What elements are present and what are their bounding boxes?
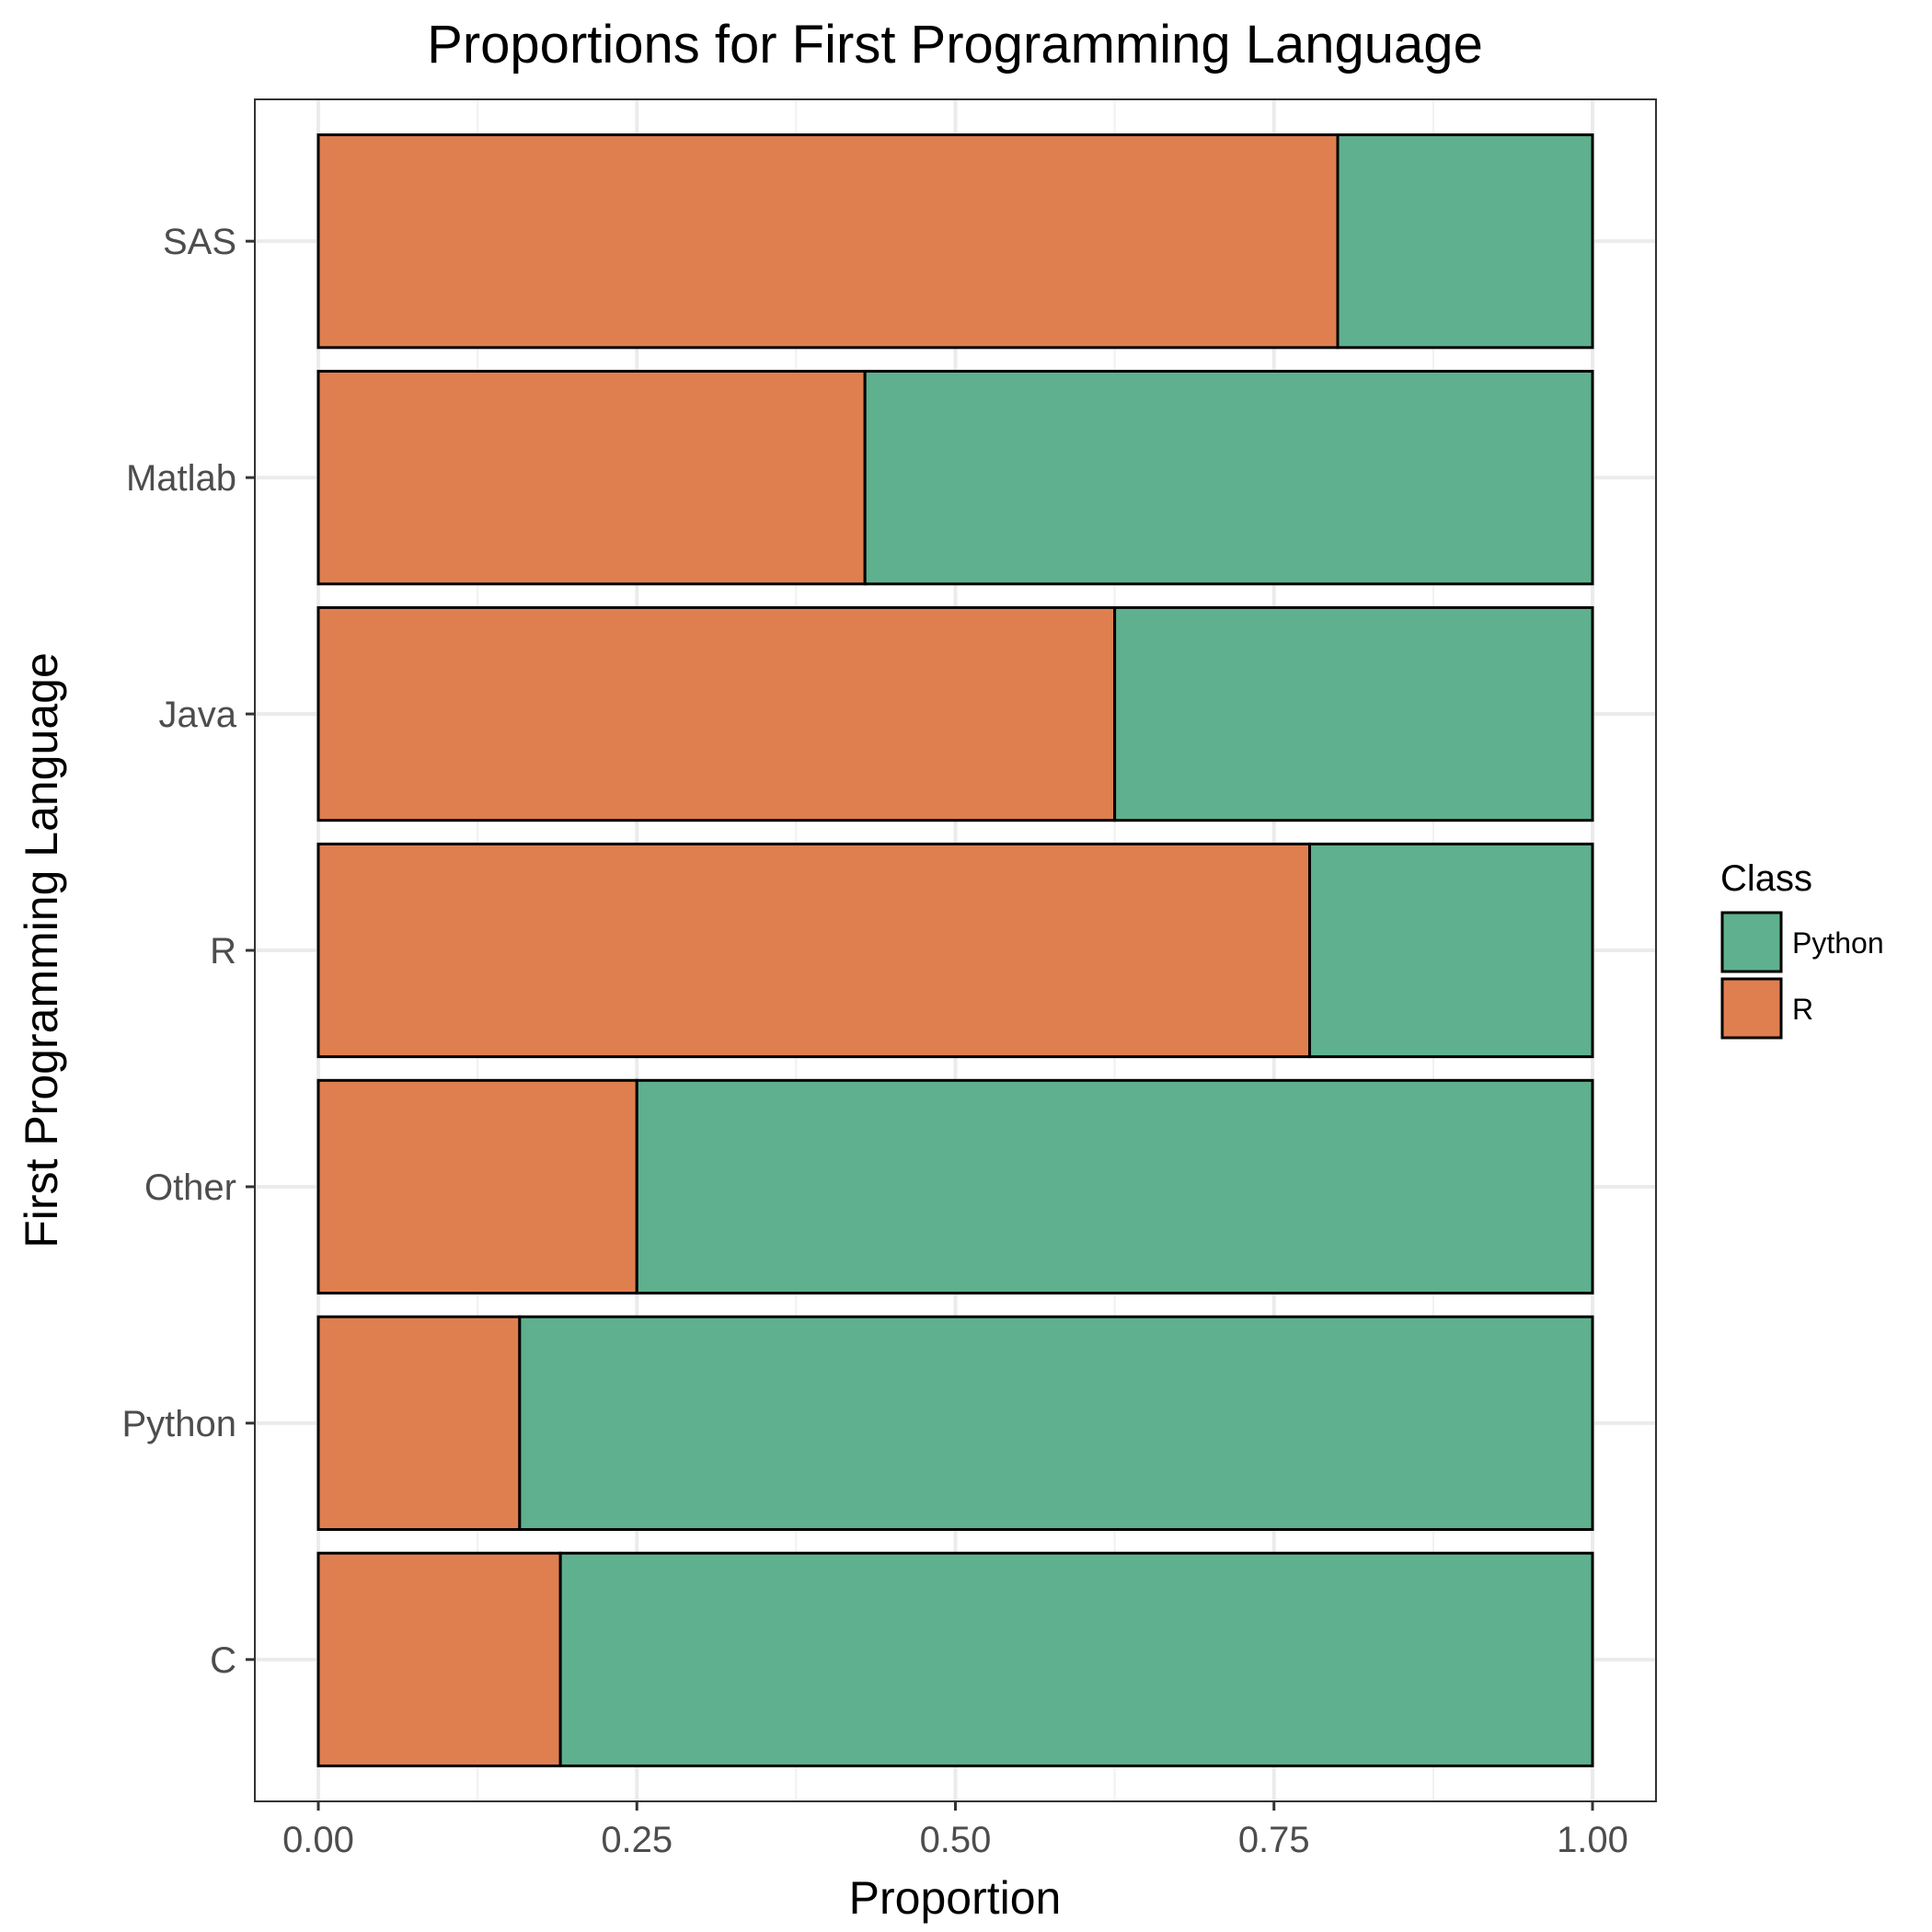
x-axis-title: Proportion [849, 1872, 1062, 1924]
bar-c-python [558, 1551, 1594, 1767]
bar-r-python [1308, 842, 1594, 1059]
x-tick-label: 0.25 [601, 1820, 673, 1860]
x-tick-label: 0.75 [1238, 1820, 1310, 1860]
bar-java-r [316, 605, 1117, 822]
y-tick-label: Matlab [126, 458, 236, 499]
bar-matlab-python [863, 369, 1594, 586]
x-tick-label: 0.00 [282, 1820, 354, 1860]
y-tick-label: Python [121, 1404, 236, 1444]
bar-r-r [316, 842, 1312, 1059]
legend-title: Class [1720, 858, 1812, 899]
y-axis-title: First Programming Language [16, 652, 67, 1248]
bar-sas-r [316, 133, 1340, 350]
legend-key-r [1720, 977, 1783, 1040]
bar-matlab-r [316, 369, 867, 586]
y-axis: C Python Other R Java Matlab SAS [121, 222, 255, 1681]
bar-python-python [518, 1315, 1594, 1532]
legend: Class Python R [1720, 858, 1884, 1040]
x-axis: 0.00 0.25 0.50 0.75 1.00 [282, 1801, 1628, 1860]
bars [316, 133, 1594, 1767]
x-tick-label: 1.00 [1557, 1820, 1628, 1860]
legend-label-r: R [1792, 993, 1813, 1026]
y-tick-label: Java [159, 695, 237, 735]
legend-key-python [1720, 911, 1783, 973]
chart-title: Proportions for First Programming Langua… [427, 15, 1483, 75]
bar-sas-python [1336, 133, 1594, 350]
bar-other-python [635, 1078, 1594, 1295]
y-tick-label: C [210, 1640, 236, 1681]
bar-c-r [316, 1551, 562, 1767]
bar-other-r [316, 1078, 638, 1295]
y-tick-label: R [210, 931, 236, 972]
y-tick-label: Other [144, 1167, 236, 1208]
bar-java-python [1113, 605, 1594, 822]
legend-label-python: Python [1792, 926, 1884, 960]
bar-python-r [316, 1315, 522, 1532]
x-tick-label: 0.50 [920, 1820, 992, 1860]
y-tick-label: SAS [163, 222, 236, 262]
